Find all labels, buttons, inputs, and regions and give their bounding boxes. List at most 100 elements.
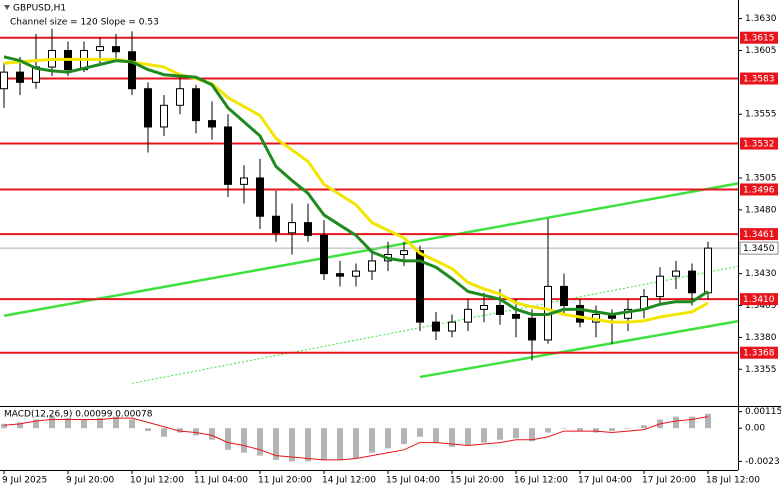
candle-body xyxy=(576,305,584,323)
symbol-icon xyxy=(4,5,10,10)
candle-body xyxy=(560,285,568,307)
macd-bar xyxy=(433,428,439,443)
macd-bar xyxy=(33,419,39,429)
trend-line xyxy=(419,319,738,379)
level-label-box xyxy=(740,228,778,241)
candle-body xyxy=(400,250,408,256)
macd-bar xyxy=(481,428,487,443)
x-tick-label: 16 Jul 12:00 xyxy=(514,476,568,486)
macd-bar xyxy=(513,428,519,439)
candle-body xyxy=(288,222,296,234)
candle-body xyxy=(224,126,232,185)
x-tick-label: 15 Jul 20:00 xyxy=(450,476,504,486)
trend-line xyxy=(3,182,738,317)
macd-bar xyxy=(609,428,615,432)
level-label: 1.3583 xyxy=(743,75,775,85)
y-tick-label: 1.3480 xyxy=(745,205,777,215)
macd-bar xyxy=(529,428,535,442)
y-tick-label: 1.3380 xyxy=(745,333,777,343)
x-tick-label: 11 Jul 04:00 xyxy=(194,476,248,486)
macd-bar xyxy=(465,428,471,446)
price-panel xyxy=(0,28,738,384)
macd-bar xyxy=(257,428,263,456)
level-label-box xyxy=(740,72,778,85)
candle-body xyxy=(320,234,328,275)
candle-body xyxy=(528,317,536,341)
macd-bar xyxy=(401,428,407,445)
macd-bar xyxy=(49,416,55,429)
level-label-box xyxy=(740,183,778,196)
macd-bar xyxy=(193,428,199,436)
macd-bar xyxy=(97,418,103,429)
candle-body xyxy=(144,88,152,128)
macd-bar xyxy=(1,423,7,429)
y-tick-label: 1.3555 xyxy=(745,110,777,120)
current-price-box xyxy=(739,241,779,255)
macd-bar xyxy=(577,428,583,432)
level-label: 1.3461 xyxy=(743,230,775,240)
y-tick-label: 1.3630 xyxy=(745,14,777,24)
macd-bar xyxy=(417,428,423,437)
x-tick-label: 10 Jul 12:00 xyxy=(130,476,184,486)
candle-body xyxy=(256,177,264,217)
macd-tick-label: 0.00 xyxy=(745,424,765,434)
candle-body xyxy=(192,88,200,122)
candle-body xyxy=(304,222,312,236)
candle-body xyxy=(272,215,280,234)
macd-signal xyxy=(3,416,709,461)
candle-body xyxy=(16,71,24,83)
macd-bar xyxy=(497,428,503,440)
macd-bar xyxy=(161,428,167,437)
candle-body xyxy=(464,308,472,323)
level-label-box xyxy=(740,137,778,150)
candle-body xyxy=(656,275,664,298)
macd-bar xyxy=(561,428,567,429)
candle-body xyxy=(672,270,680,277)
candle-body xyxy=(176,88,184,106)
level-label: 1.3615 xyxy=(743,34,775,44)
macd-bar xyxy=(65,418,71,429)
level-label-box xyxy=(740,31,778,44)
candle-body xyxy=(160,104,168,128)
y-tick-label: 1.3355 xyxy=(745,365,777,375)
candle-body xyxy=(112,46,120,53)
level-label: 1.3368 xyxy=(743,349,775,359)
macd-bar xyxy=(449,428,455,447)
y-tick-label: 1.3605 xyxy=(745,46,777,56)
macd-bar xyxy=(385,428,391,449)
macd-bar xyxy=(289,428,295,462)
macd-bar xyxy=(273,428,279,460)
macd-bar xyxy=(353,428,359,459)
level-label: 1.3496 xyxy=(743,185,775,195)
x-tick-label: 14 Jul 12:00 xyxy=(322,476,376,486)
moving-average xyxy=(3,55,709,316)
x-tick-label: 9 Jul 20:00 xyxy=(66,476,115,486)
macd-bar xyxy=(673,416,679,429)
y-tick-label: 1.3430 xyxy=(745,269,777,279)
chart-title: GBPUSD,H1 xyxy=(13,4,66,14)
x-tick-label: 15 Jul 04:00 xyxy=(386,476,440,486)
candle-body xyxy=(432,321,440,332)
macd-bar xyxy=(177,428,183,433)
macd-bar xyxy=(705,413,711,429)
y-tick-label: 1.3505 xyxy=(745,173,777,183)
macd-bar xyxy=(337,428,343,460)
level-label-box xyxy=(740,346,778,359)
candle-body xyxy=(704,247,712,294)
macd-bar xyxy=(209,428,215,440)
candle-body xyxy=(512,313,520,319)
candle-body xyxy=(448,321,456,332)
macd-bar xyxy=(625,428,631,429)
x-tick-label: 17 Jul 04:00 xyxy=(578,476,632,486)
macd-bar xyxy=(305,428,311,462)
candle-body xyxy=(0,71,8,90)
y-tick-label: 1.3405 xyxy=(745,301,777,311)
candle-body xyxy=(688,270,696,294)
macd-bar xyxy=(545,428,551,433)
macd-bar xyxy=(241,428,247,453)
macd-bar xyxy=(145,428,151,432)
macd-tick-label: -0.0023 xyxy=(745,457,780,467)
